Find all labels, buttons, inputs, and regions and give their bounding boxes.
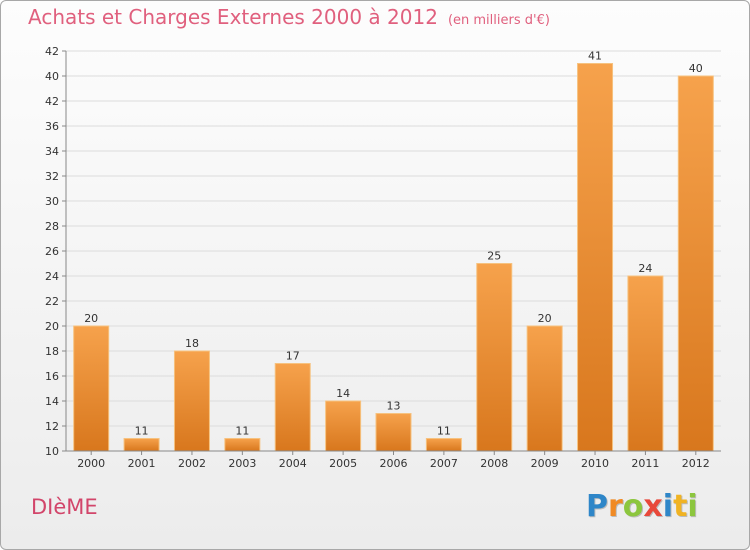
bar <box>577 63 614 452</box>
bar <box>73 325 110 452</box>
y-tick-label: 32 <box>45 170 59 183</box>
data-label: 11 <box>135 425 149 438</box>
bar <box>173 350 210 452</box>
x-tick-label: 2008 <box>480 457 508 470</box>
commune-name: DIèME <box>31 495 98 519</box>
logo-letter: o <box>622 489 644 524</box>
chart-title: Achats et Charges Externes 2000 à 2012 (e… <box>28 5 550 29</box>
x-tick-label: 2002 <box>178 457 206 470</box>
data-label: 24 <box>638 262 652 275</box>
bar <box>375 413 412 452</box>
bar <box>526 325 563 452</box>
y-tick-label: 16 <box>45 370 59 383</box>
data-label: 41 <box>588 50 602 63</box>
y-tick-label: 18 <box>45 345 59 358</box>
logo-letter: x <box>643 489 663 524</box>
x-tick-label: 2011 <box>631 457 659 470</box>
y-tick-label: 24 <box>45 270 59 283</box>
y-tick-label: 42 <box>45 95 59 108</box>
data-label: 40 <box>689 62 703 75</box>
y-tick-label: 30 <box>45 195 59 208</box>
axes: 10 12 14 16 18 20 22 24 26 28 30 32 34 36 42 40 42 2000 20… <box>45 45 721 470</box>
y-tick-label: 12 <box>45 420 59 433</box>
y-tick-label: 10 <box>45 445 59 458</box>
bar <box>627 275 664 452</box>
bars: 20 11 18 11 17 14 13 11 25 20 41 24 40 <box>73 50 714 452</box>
logo-letter: i <box>687 489 698 524</box>
logo-letter: i <box>662 489 674 524</box>
y-tick-label: 40 <box>45 70 59 83</box>
x-tick-label: 2012 <box>682 457 710 470</box>
x-tick-label: 2003 <box>228 457 256 470</box>
bar <box>123 438 160 452</box>
grid-lines <box>66 50 721 452</box>
y-tick-label: 34 <box>45 145 59 158</box>
x-tick-label: 2010 <box>581 457 609 470</box>
proxiti-logo: Proxiti <box>586 489 698 524</box>
y-tick-label: 42 <box>45 45 59 58</box>
chart-title-text: Achats et Charges Externes 2000 à 2012 <box>28 5 438 29</box>
x-tick-label: 2004 <box>279 457 307 470</box>
y-tick-label: 26 <box>45 245 59 258</box>
bar <box>425 438 462 452</box>
bar <box>224 438 261 452</box>
logo-letter: P <box>586 489 608 524</box>
data-label: 25 <box>487 250 501 263</box>
bar <box>677 75 714 452</box>
x-tick-label: 2007 <box>430 457 458 470</box>
x-tick-label: 2006 <box>380 457 408 470</box>
logo-letter: r <box>608 489 623 524</box>
data-label: 20 <box>538 312 552 325</box>
data-label: 11 <box>235 425 249 438</box>
logo-letter: t <box>673 489 688 524</box>
x-tick-label: 2005 <box>329 457 357 470</box>
y-tick-label: 28 <box>45 220 59 233</box>
data-label: 18 <box>185 337 199 350</box>
y-tick-label: 20 <box>45 320 59 333</box>
data-label: 11 <box>437 425 451 438</box>
data-label: 17 <box>286 350 300 363</box>
data-label: 13 <box>387 400 401 413</box>
y-tick-label: 22 <box>45 295 59 308</box>
bar <box>274 363 311 452</box>
bar <box>325 400 362 452</box>
x-tick-label: 2001 <box>128 457 156 470</box>
bar <box>476 263 513 452</box>
x-tick-label: 2000 <box>77 457 105 470</box>
data-label: 20 <box>84 312 98 325</box>
x-tick-label: 2009 <box>531 457 559 470</box>
y-tick-label: 14 <box>45 395 59 408</box>
chart-subtitle: (en milliers d'€) <box>447 13 550 28</box>
y-tick-label: 36 <box>45 120 59 133</box>
data-label: 14 <box>336 387 350 400</box>
